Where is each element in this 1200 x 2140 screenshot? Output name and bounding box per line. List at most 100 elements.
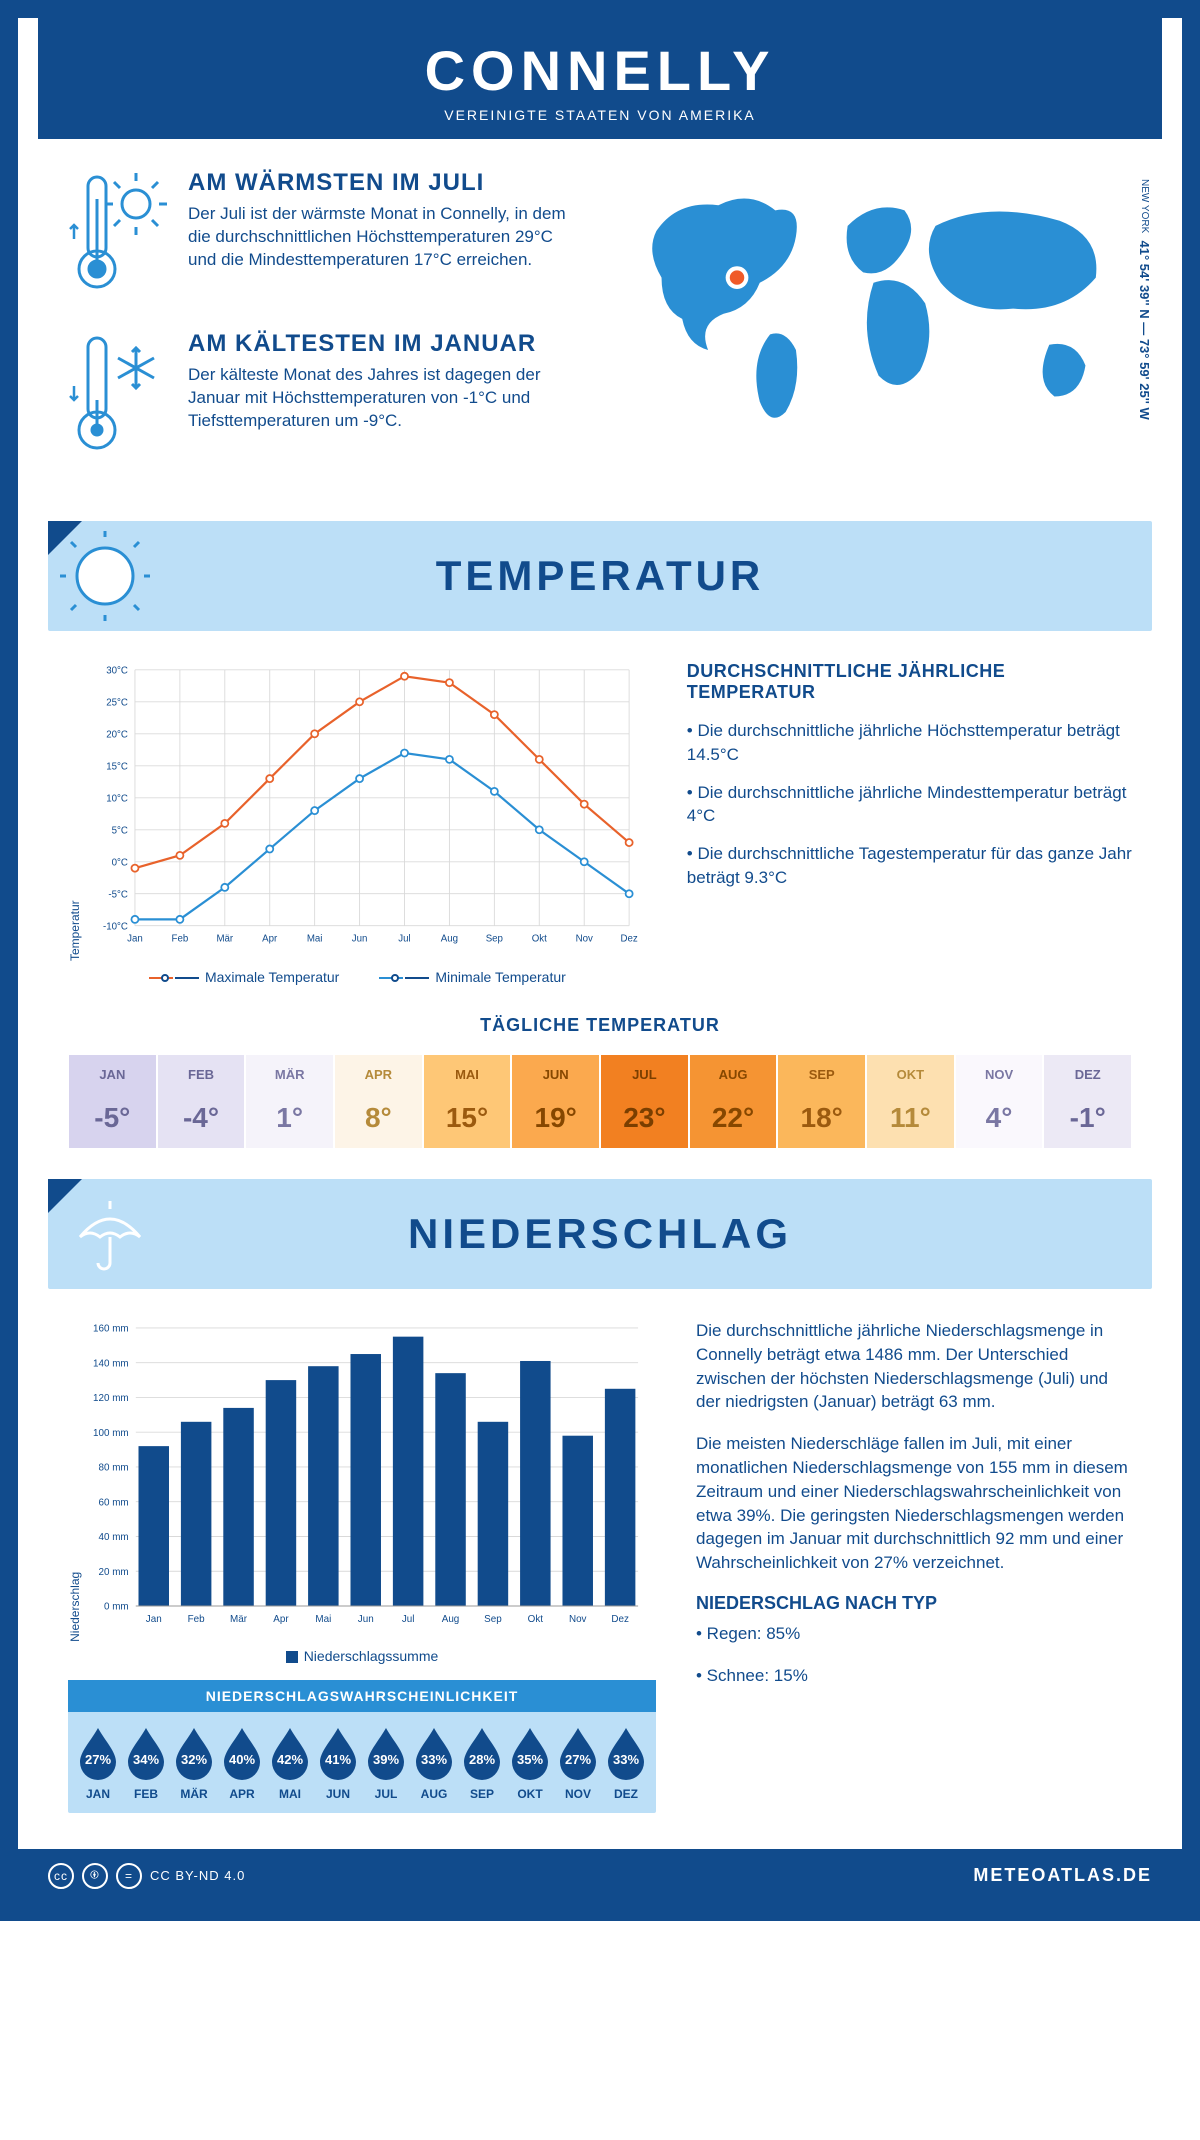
license-text: CC BY-ND 4.0 <box>150 1868 245 1883</box>
svg-text:140 mm: 140 mm <box>93 1358 129 1369</box>
svg-text:160 mm: 160 mm <box>93 1324 129 1335</box>
svg-text:Aug: Aug <box>442 1614 460 1625</box>
cc-icon: cc <box>48 1863 74 1889</box>
svg-text:25°C: 25°C <box>106 697 128 708</box>
by-icon: 🅯 <box>82 1863 108 1889</box>
daily-cell: MÄR1° <box>245 1054 334 1149</box>
svg-text:80 mm: 80 mm <box>98 1463 128 1474</box>
svg-text:Aug: Aug <box>441 934 458 945</box>
daily-cell: JAN-5° <box>68 1054 157 1149</box>
temperature-title: TEMPERATUR <box>436 552 765 600</box>
svg-text:Mär: Mär <box>216 934 233 945</box>
svg-text:Nov: Nov <box>569 1614 587 1625</box>
daily-cell: JUN19° <box>511 1054 600 1149</box>
probability-drop: 33%AUG <box>412 1724 456 1801</box>
svg-text:40%: 40% <box>229 1752 255 1767</box>
svg-text:Feb: Feb <box>188 1614 206 1625</box>
temp-info-1: • Die durchschnittliche jährliche Höchst… <box>687 719 1132 767</box>
precip-type-2: • Schnee: 15% <box>696 1664 1132 1688</box>
precip-type-title: NIEDERSCHLAG NACH TYP <box>696 1593 1132 1614</box>
svg-text:32%: 32% <box>181 1752 207 1767</box>
svg-text:Apr: Apr <box>262 934 278 945</box>
svg-text:28%: 28% <box>469 1752 495 1767</box>
umbrella-icon <box>68 1191 153 1281</box>
sun-icon <box>60 531 150 626</box>
svg-text:Jun: Jun <box>352 934 368 945</box>
nd-icon: = <box>116 1863 142 1889</box>
svg-text:15°C: 15°C <box>106 761 128 772</box>
temperature-info: DURCHSCHNITTLICHE JÄHRLICHE TEMPERATUR •… <box>687 661 1132 985</box>
temp-info-2: • Die durchschnittliche jährliche Mindes… <box>687 781 1132 829</box>
probability-drop: 34%FEB <box>124 1724 168 1801</box>
svg-text:60 mm: 60 mm <box>98 1497 128 1508</box>
precipitation-info: Die durchschnittliche jährliche Niedersc… <box>696 1319 1132 1813</box>
svg-text:Jan: Jan <box>146 1614 162 1625</box>
daily-temp-title: TÄGLICHE TEMPERATUR <box>18 1015 1182 1036</box>
temp-y-label: Temperatur <box>68 661 82 961</box>
svg-text:33%: 33% <box>613 1752 639 1767</box>
svg-text:0 mm: 0 mm <box>104 1602 129 1613</box>
probability-drops: 27%JAN34%FEB32%MÄR40%APR42%MAI41%JUN39%J… <box>68 1712 656 1801</box>
svg-text:35%: 35% <box>517 1752 543 1767</box>
svg-text:Feb: Feb <box>172 934 189 945</box>
probability-drop: 40%APR <box>220 1724 264 1801</box>
fact-cold-title: AM KÄLTESTEN IM JANUAR <box>188 330 585 358</box>
svg-text:Okt: Okt <box>528 1614 544 1625</box>
daily-cell: SEP18° <box>777 1054 866 1149</box>
probability-drop: 35%OKT <box>508 1724 552 1801</box>
daily-cell: JUL23° <box>600 1054 689 1149</box>
svg-text:39%: 39% <box>373 1752 399 1767</box>
fact-warm-title: AM WÄRMSTEN IM JULI <box>188 169 585 197</box>
probability-drop: 33%DEZ <box>604 1724 648 1801</box>
svg-text:30°C: 30°C <box>106 665 128 676</box>
precip-legend: Niederschlagssumme <box>68 1648 656 1664</box>
svg-text:Apr: Apr <box>273 1614 289 1625</box>
temp-legend: Maximale Temperatur Minimale Temperatur <box>68 969 647 985</box>
page-title: CONNELLY <box>38 38 1162 103</box>
coordinates: NEW YORK 41° 54' 39'' N — 73° 59' 25'' W <box>1137 179 1152 420</box>
daily-cell: NOV4° <box>955 1054 1044 1149</box>
precipitation-banner: NIEDERSCHLAG <box>48 1179 1152 1289</box>
svg-text:-5°C: -5°C <box>108 889 127 900</box>
fact-warm-text: Der Juli ist der wärmste Monat in Connel… <box>188 203 585 272</box>
probability-drop: 39%JUL <box>364 1724 408 1801</box>
svg-text:42%: 42% <box>277 1752 303 1767</box>
daily-cell: AUG22° <box>689 1054 778 1149</box>
svg-text:Okt: Okt <box>532 934 547 945</box>
page-subtitle: VEREINIGTE STAATEN VON AMERIKA <box>38 107 1162 123</box>
thermometer-snow-icon <box>68 330 168 465</box>
svg-text:100 mm: 100 mm <box>93 1428 129 1439</box>
temperature-banner: TEMPERATUR <box>48 521 1152 631</box>
svg-text:Jul: Jul <box>402 1614 415 1625</box>
thermometer-sun-icon <box>68 169 168 304</box>
precip-para-1: Die durchschnittliche jährliche Niedersc… <box>696 1319 1132 1414</box>
footer: cc 🅯 = CC BY-ND 4.0 METEOATLAS.DE <box>18 1849 1182 1903</box>
svg-text:Mai: Mai <box>315 1614 331 1625</box>
probability-drop: 41%JUN <box>316 1724 360 1801</box>
svg-text:41%: 41% <box>325 1752 351 1767</box>
daily-temp-grid: JAN-5°FEB-4°MÄR1°APR8°MAI15°JUN19°JUL23°… <box>68 1054 1132 1149</box>
world-map: NEW YORK 41° 54' 39'' N — 73° 59' 25'' W <box>615 169 1132 491</box>
svg-text:Mai: Mai <box>307 934 323 945</box>
fact-cold-text: Der kälteste Monat des Jahres ist dagege… <box>188 364 585 433</box>
daily-cell: APR8° <box>334 1054 423 1149</box>
svg-text:5°C: 5°C <box>112 825 128 836</box>
svg-text:27%: 27% <box>85 1752 111 1767</box>
svg-text:Nov: Nov <box>576 934 593 945</box>
svg-text:20 mm: 20 mm <box>98 1567 128 1578</box>
site-name: METEOATLAS.DE <box>973 1865 1152 1886</box>
daily-cell: MAI15° <box>423 1054 512 1149</box>
svg-text:Sep: Sep <box>484 1614 502 1625</box>
probability-drop: 28%SEP <box>460 1724 504 1801</box>
svg-text:Dez: Dez <box>621 934 638 945</box>
svg-text:Jul: Jul <box>398 934 410 945</box>
svg-text:20°C: 20°C <box>106 729 128 740</box>
svg-text:0°C: 0°C <box>112 857 128 868</box>
precipitation-title: NIEDERSCHLAG <box>408 1210 792 1258</box>
svg-text:Mär: Mär <box>230 1614 248 1625</box>
temperature-chart: Temperatur -10°C-5°C0°C5°C10°C15°C20°C25… <box>68 661 647 985</box>
svg-text:Jun: Jun <box>358 1614 374 1625</box>
temp-info-title: DURCHSCHNITTLICHE JÄHRLICHE TEMPERATUR <box>687 661 1132 703</box>
probability-drop: 32%MÄR <box>172 1724 216 1801</box>
probability-box: NIEDERSCHLAGSWAHRSCHEINLICHKEIT 27%JAN34… <box>68 1680 656 1813</box>
